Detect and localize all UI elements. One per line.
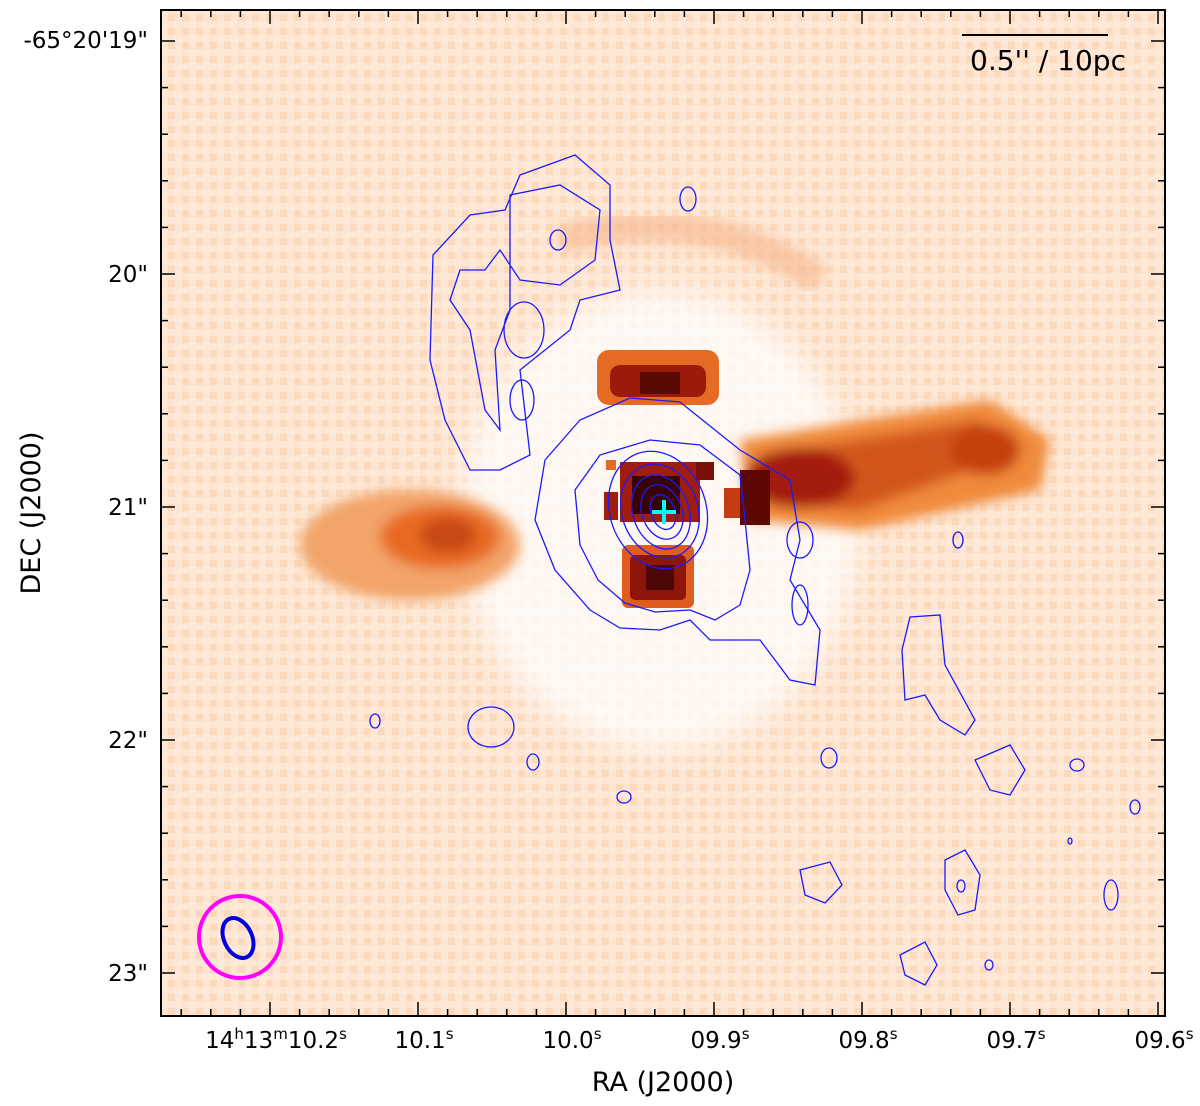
- contour-north-knot-a: [503, 301, 545, 359]
- contour-east-knot-b: [791, 584, 809, 626]
- y-tick-labels: -65°20'19" 20" 21" 22" 23": [23, 28, 148, 987]
- scale-bar: 0.5'' / 10pc: [962, 34, 1126, 77]
- central-core: [604, 460, 770, 525]
- contour-small-1: [952, 531, 964, 549]
- contour-south-blob-e: [820, 747, 838, 769]
- x-tick-label: 10.0s: [542, 1025, 601, 1054]
- contour-north-knot-b: [509, 379, 535, 421]
- contour-core-mid: [574, 439, 751, 621]
- contour-core-inner-2: [620, 463, 700, 559]
- x-tick-labels: 14h13m10.2s 10.1s 10.0s 09.9s 09.8s 09.7s 09.6…: [205, 1025, 1194, 1054]
- beam-indicator: [197, 894, 283, 980]
- y-tick-label: 23": [108, 961, 148, 987]
- contour-north-outer: [429, 154, 621, 471]
- contour-south-blob-a: [467, 706, 515, 748]
- y-tick-label: 20": [108, 262, 148, 288]
- contour-south-blob-d: [369, 713, 381, 729]
- y-tick-label: 22": [108, 728, 148, 754]
- contour-north-mid: [449, 184, 601, 433]
- contour-south-blob-f: [799, 861, 843, 904]
- x-tick-label: 09.8s: [838, 1025, 897, 1054]
- contour-small-3: [1129, 799, 1141, 815]
- x-tick-label: 09.6s: [1134, 1025, 1193, 1054]
- contour-small-4: [1103, 879, 1119, 911]
- contour-east-knot-a: [786, 521, 814, 559]
- contour-north-knot-c: [549, 229, 567, 251]
- axes-frame: [160, 9, 1166, 1017]
- contour-south-blob-h: [956, 879, 966, 893]
- contour-core-inner-1: [607, 450, 709, 570]
- y-tick-label: -65°20'19": [23, 28, 148, 54]
- x-tick-label: 09.7s: [986, 1025, 1045, 1054]
- contour-south-blob-b: [526, 753, 540, 771]
- right-lobe: [740, 400, 1050, 530]
- image-panel: [161, 10, 1165, 1016]
- contour-core-inner-3: [631, 474, 691, 550]
- upper-arc: [555, 211, 829, 293]
- contour-south-blob-i: [899, 941, 938, 986]
- contour-overlay: [369, 154, 1141, 986]
- beam-ellipse: [220, 916, 256, 960]
- contour-south-blob-g: [944, 849, 981, 916]
- y-axis-title: DEC (J2000): [16, 431, 47, 594]
- left-lobe: [300, 490, 520, 600]
- contour-small-5: [984, 959, 994, 971]
- contour-north-blob: [679, 186, 697, 212]
- lower-blob: [622, 545, 694, 608]
- contour-core-outer: [534, 397, 821, 686]
- x-tick-label: 09.9s: [690, 1025, 749, 1054]
- upper-blob: [597, 350, 719, 405]
- contour-small-2: [1069, 758, 1085, 772]
- x-axis-title: RA (J2000): [592, 1067, 734, 1098]
- contour-south-blob-c: [616, 790, 632, 804]
- x-tick-label: 10.1s: [394, 1025, 453, 1054]
- contour-core-inner-4: [640, 484, 684, 540]
- contour-small-6: [1067, 837, 1073, 845]
- contour-core-inner-5: [649, 493, 677, 531]
- y-tick-label: 21": [108, 495, 148, 521]
- nucleus-marker: [652, 500, 676, 524]
- beam-circle: [197, 894, 283, 980]
- contour-southeast-jet: [901, 614, 976, 736]
- x-tick-label: 14h13m10.2s: [205, 1025, 347, 1054]
- scale-bar-label: 0.5'' / 10pc: [970, 44, 1126, 77]
- contour-southeast-blob: [974, 744, 1026, 796]
